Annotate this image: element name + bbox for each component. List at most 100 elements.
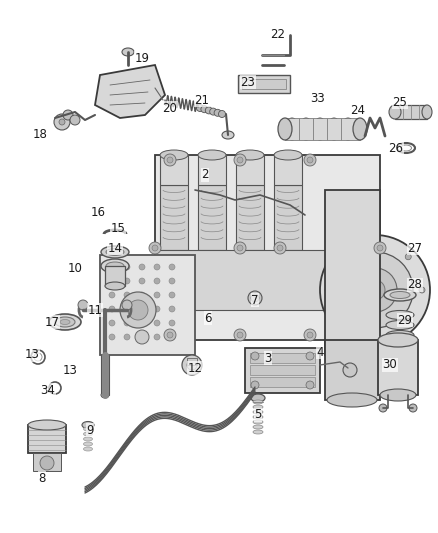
- Text: 4: 4: [316, 345, 324, 359]
- Circle shape: [237, 245, 243, 251]
- Circle shape: [124, 278, 130, 284]
- Circle shape: [169, 320, 175, 326]
- Circle shape: [306, 381, 314, 389]
- Bar: [325, 190, 380, 355]
- Bar: [378, 340, 418, 395]
- Ellipse shape: [253, 400, 263, 404]
- Circle shape: [169, 278, 175, 284]
- Circle shape: [59, 119, 65, 125]
- Circle shape: [124, 320, 130, 326]
- Circle shape: [139, 264, 145, 270]
- Circle shape: [63, 110, 73, 120]
- Circle shape: [182, 355, 202, 375]
- Circle shape: [372, 334, 378, 340]
- Circle shape: [154, 292, 160, 298]
- Circle shape: [365, 280, 385, 300]
- Ellipse shape: [106, 262, 124, 270]
- Text: 8: 8: [38, 472, 46, 484]
- Text: 34: 34: [41, 384, 56, 397]
- Circle shape: [379, 404, 387, 412]
- Text: 12: 12: [187, 361, 202, 375]
- Circle shape: [234, 242, 246, 254]
- Circle shape: [197, 104, 204, 111]
- Circle shape: [109, 306, 115, 312]
- Text: 29: 29: [398, 313, 413, 327]
- Text: 11: 11: [88, 303, 102, 317]
- Ellipse shape: [327, 118, 341, 140]
- Text: 5: 5: [254, 408, 261, 422]
- Text: 26: 26: [389, 141, 403, 155]
- Circle shape: [109, 264, 115, 270]
- Circle shape: [237, 332, 243, 338]
- Circle shape: [139, 292, 145, 298]
- Bar: [155, 250, 325, 310]
- Circle shape: [377, 245, 383, 251]
- Circle shape: [234, 154, 246, 166]
- Bar: [155, 155, 380, 340]
- Circle shape: [214, 109, 221, 116]
- Circle shape: [124, 334, 130, 340]
- Ellipse shape: [84, 427, 92, 431]
- Text: 15: 15: [110, 222, 125, 235]
- Circle shape: [325, 287, 331, 293]
- Circle shape: [187, 360, 197, 370]
- Circle shape: [139, 320, 145, 326]
- Circle shape: [78, 300, 88, 310]
- Bar: [274, 185, 302, 250]
- Ellipse shape: [386, 320, 414, 329]
- Ellipse shape: [253, 430, 263, 434]
- Ellipse shape: [253, 405, 263, 409]
- Circle shape: [122, 300, 132, 310]
- Bar: [236, 155, 264, 185]
- Circle shape: [167, 332, 173, 338]
- Bar: [198, 185, 226, 250]
- Circle shape: [70, 115, 80, 125]
- Bar: [245, 348, 320, 393]
- Ellipse shape: [122, 48, 134, 56]
- Ellipse shape: [384, 289, 416, 301]
- Text: 3: 3: [264, 351, 272, 365]
- Text: 2: 2: [201, 168, 209, 182]
- Text: 28: 28: [408, 279, 422, 292]
- Ellipse shape: [84, 442, 92, 446]
- Bar: [160, 155, 188, 185]
- Circle shape: [109, 320, 115, 326]
- Circle shape: [40, 456, 54, 470]
- Circle shape: [135, 330, 149, 344]
- Circle shape: [251, 294, 259, 302]
- Ellipse shape: [251, 394, 265, 402]
- Text: 13: 13: [25, 349, 39, 361]
- Ellipse shape: [422, 105, 432, 119]
- Text: 10: 10: [67, 262, 82, 274]
- Bar: [250, 377, 315, 387]
- Ellipse shape: [198, 150, 226, 160]
- Bar: [236, 185, 264, 250]
- Text: 27: 27: [407, 241, 423, 254]
- Ellipse shape: [341, 118, 355, 140]
- Ellipse shape: [327, 393, 377, 407]
- Circle shape: [337, 252, 413, 328]
- Text: 25: 25: [392, 95, 407, 109]
- Text: 24: 24: [350, 103, 365, 117]
- Circle shape: [304, 329, 316, 341]
- Ellipse shape: [390, 292, 410, 298]
- Ellipse shape: [380, 389, 416, 401]
- Bar: [285, 118, 360, 140]
- Circle shape: [219, 110, 226, 117]
- Circle shape: [251, 352, 259, 360]
- Circle shape: [306, 352, 314, 360]
- Ellipse shape: [299, 118, 313, 140]
- Text: 21: 21: [194, 93, 209, 107]
- Text: 14: 14: [107, 241, 123, 254]
- Circle shape: [409, 404, 417, 412]
- Circle shape: [201, 106, 208, 112]
- Ellipse shape: [253, 410, 263, 414]
- Text: 17: 17: [45, 316, 60, 328]
- Circle shape: [128, 300, 148, 320]
- Text: 13: 13: [63, 364, 78, 376]
- Circle shape: [405, 254, 411, 260]
- Circle shape: [339, 254, 345, 260]
- Circle shape: [164, 154, 176, 166]
- Circle shape: [124, 292, 130, 298]
- Bar: [160, 185, 188, 250]
